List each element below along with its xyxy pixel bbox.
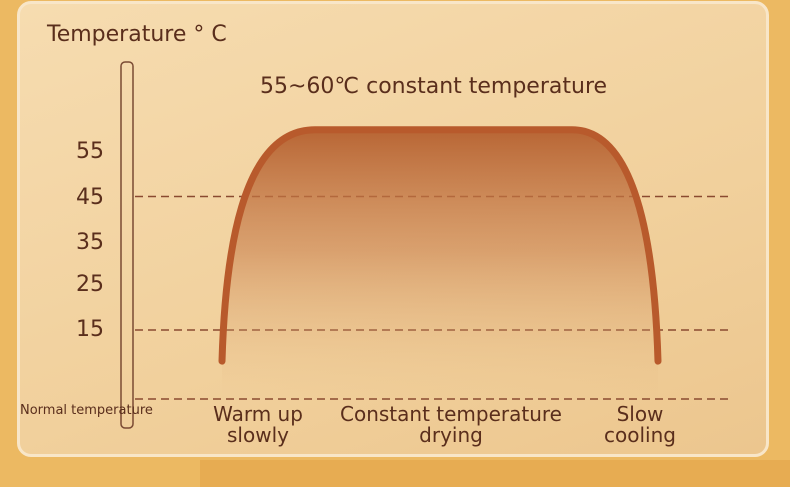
phase-label-cooling: Slow cooling [604, 402, 676, 447]
y-axis-bar [120, 61, 134, 429]
y-tick-label: 15 [76, 317, 104, 342]
plateau-annotation: 55~60℃ constant temperature [260, 74, 608, 99]
y-axis-title: Temperature ° C [47, 22, 227, 47]
normal-temperature-label: Normal temperature [20, 403, 153, 418]
y-tick-label: 45 [76, 185, 104, 210]
temperature-curve [218, 126, 662, 365]
curve-area-fill [222, 129, 658, 400]
phase-label-constant: Constant temperature drying [340, 402, 562, 447]
background-strip [200, 460, 790, 487]
y-tick-label: 25 [76, 272, 104, 297]
y-tick-label: 35 [76, 230, 104, 255]
y-tick-label: 55 [76, 139, 104, 164]
phase-label-warm-up: Warm up slowly [213, 402, 303, 447]
